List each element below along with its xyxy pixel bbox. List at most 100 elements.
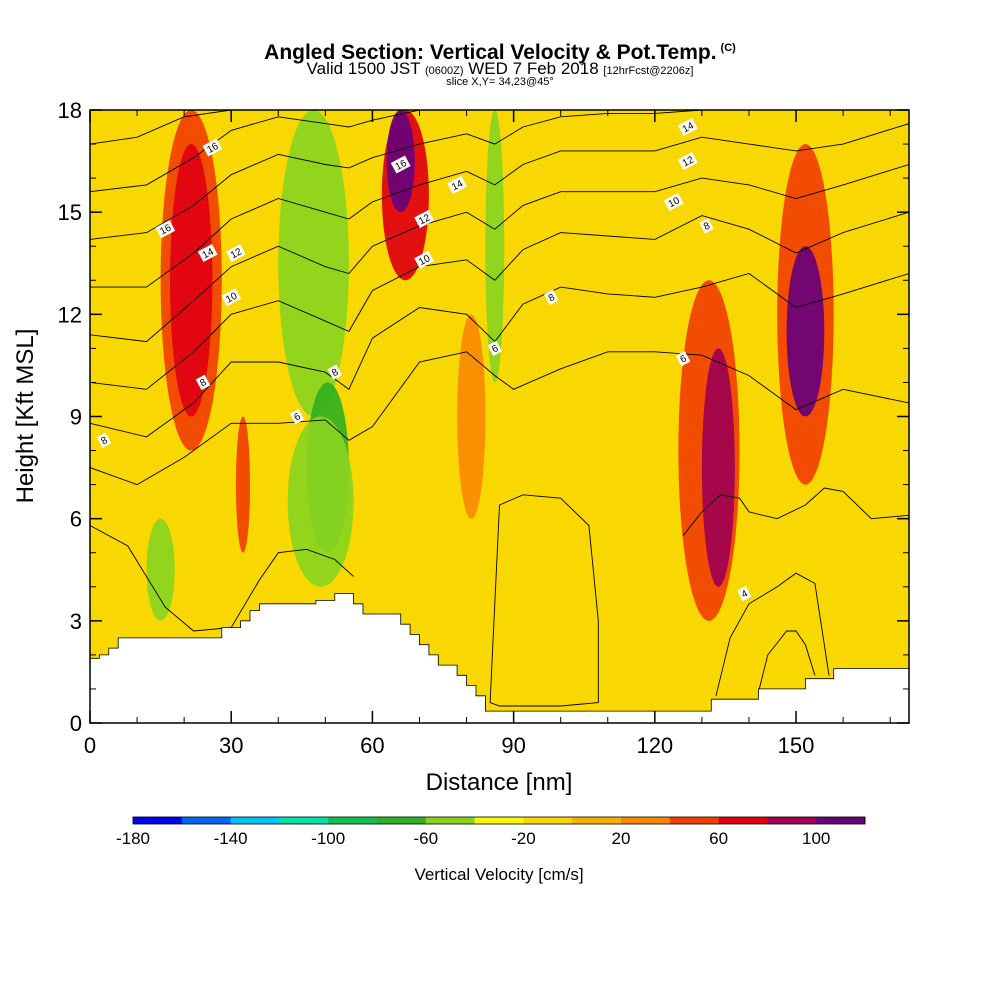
colorbar-tick-label-4: -20 [511,829,536,848]
svg-text:10: 10 [417,253,432,268]
svg-text:4: 4 [740,588,750,601]
svg-text:14: 14 [201,246,216,261]
svg-text:14: 14 [450,178,465,193]
contour-label-9: 16 [390,155,411,174]
contour-label-11: 12 [414,209,435,229]
velocity-cell-2 [235,416,251,553]
velocity-cell-1 [170,144,213,417]
svg-text:12: 12 [417,212,432,227]
theta-contour-4 [90,123,909,288]
valid-time-line: Valid 1500 JST (0600Z) WED 7 Feb 2018 [1… [0,59,1000,81]
contour-label-19: 6 [675,350,691,367]
colorbar: -180 -140 -100 -60 -20 20 60 100 [116,816,866,848]
contour-label-5: 8 [195,374,211,391]
chart-title-text: Angled Section: Vertical Velocity & Pot.… [264,41,717,64]
velocity-cell-12 [701,348,735,587]
colorbar-swatch-2 [230,817,280,824]
contour-label-12: 10 [414,250,435,269]
colorbar-swatch-7 [474,817,524,824]
contour-label-6: 8 [327,364,343,380]
contour-label-8: 6 [289,408,305,425]
contour-label-4: 10 [221,288,242,307]
colorbar-swatch-14 [816,817,866,824]
colorbar-tick-label-6: 60 [709,829,728,848]
y-tick-label-4: 12 [58,302,82,327]
theta-contour-1 [90,273,909,438]
svg-text:12: 12 [229,246,244,261]
contour-label-15: 14 [677,117,698,137]
contour-label-7: 8 [96,432,112,448]
y-tick-label-5: 15 [58,200,82,225]
contour-label-16: 12 [677,152,698,171]
svg-text:8: 8 [100,435,110,448]
valid-day: WED 7 Feb 2018 [468,59,599,78]
theta-contour-5 [90,110,909,240]
valid-prefix: Valid 1500 JST [306,59,421,78]
velocity-cell-9 [457,314,486,519]
colorbar-swatch-1 [181,817,232,824]
y-axis-label: Height [Kft MSL] [12,329,39,504]
slice-info: slice X,Y= 34,23@45° [446,76,554,88]
colorbar-swatch-13 [767,817,817,824]
velocity-cell-10 [485,110,505,383]
theta-contour-7 [90,110,909,145]
colorbar-tick-label-1: -140 [214,829,248,848]
x-axis-label: Distance [nm] [426,769,573,796]
colorbar-swatch-6 [425,817,476,824]
colorbar-tick-label-2: -100 [311,829,345,848]
contour-label-18: 8 [699,218,714,234]
x-tick-label-4: 120 [636,733,673,758]
velocity-cell-6 [146,518,175,621]
colorbar-swatch-8 [523,817,573,824]
x-tick-label-3: 90 [501,733,525,758]
contour-label-14: 6 [487,340,503,357]
x-tick-label-0: 0 [84,733,96,758]
contour-label-3: 12 [226,243,246,263]
colorbar-swatch-3 [279,817,329,824]
y-tick-label-0: 0 [70,711,82,736]
contour-label-1: 16 [155,220,176,239]
chart-title-tag: (C) [720,42,736,54]
svg-text:6: 6 [490,343,500,356]
colorbar-swatch-9 [572,817,622,824]
x-tick-label-1: 30 [219,733,243,758]
valid-utc: (0600Z) [425,65,464,77]
contour-label-13: 8 [544,289,559,305]
svg-text:10: 10 [224,291,239,306]
svg-text:12: 12 [681,154,696,169]
svg-text:8: 8 [198,377,208,390]
velocity-cell-5 [287,416,354,587]
colorbar-tick-label-5: 20 [612,829,631,848]
svg-text:14: 14 [681,120,696,135]
theta-contour-8 [489,494,599,707]
velocity-cell-14 [786,246,825,417]
theta-contour-11 [715,572,830,696]
svg-text:6: 6 [679,353,689,366]
velocity-cell-3 [278,110,349,417]
theta-contour-10 [682,487,909,536]
y-tick-label-1: 3 [70,609,82,634]
contour-label-17: 10 [663,192,684,211]
colorbar-swatch-11 [669,817,720,824]
colorbar-swatch-12 [718,817,768,824]
colorbar-swatch-0 [133,817,183,824]
svg-text:16: 16 [158,222,173,237]
contour-label-2: 14 [197,243,218,263]
colorbar-swatch-4 [328,817,378,824]
svg-text:16: 16 [205,141,220,156]
theta-contour-9 [90,525,354,632]
contour-label-20: 4 [737,585,752,602]
theta-contours [90,110,909,707]
colorbar-frame [132,816,866,825]
theta-contour-3 [90,164,909,343]
chart-title: Angled Section: Vertical Velocity & Pot.… [0,35,1000,66]
x-tick-label-5: 150 [778,733,815,758]
svg-text:8: 8 [547,292,557,305]
valid-forecast: [12hrFcst@2206z] [603,65,694,77]
colorbar-label: Vertical Velocity [cm/s] [414,865,583,884]
colorbar-swatch-5 [377,817,427,824]
svg-text:8: 8 [702,220,712,233]
colorbar-swatch-10 [621,817,671,824]
contour-labels: 16 16 14 12 10 8 8 8 6 16 14 12 10 8 6 14 12 10 8 6 4 [96,117,752,602]
theta-contour-12 [757,630,816,693]
